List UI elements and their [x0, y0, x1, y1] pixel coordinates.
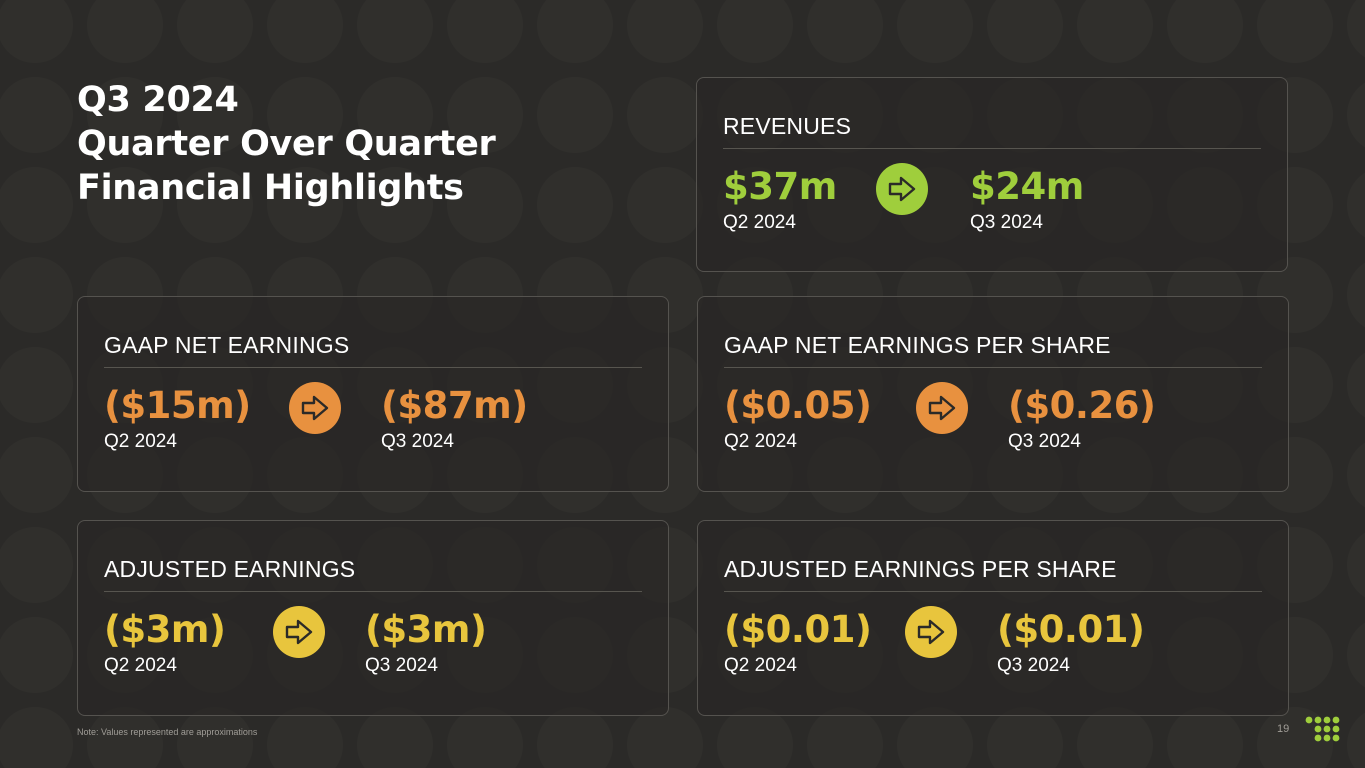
from-period: Q2 2024	[724, 655, 797, 676]
arrow-right-icon	[273, 606, 325, 658]
to-value: $24m	[970, 165, 1084, 208]
from-period: Q2 2024	[104, 655, 177, 676]
from-value: ($3m)	[104, 608, 226, 651]
title-line-1: Q3 2024	[77, 80, 239, 120]
from-period: Q2 2024	[724, 431, 797, 452]
card-label: GAAP NET EARNINGS PER SHARE	[724, 332, 1111, 358]
card-label: GAAP NET EARNINGS	[104, 332, 350, 358]
from-value: ($15m)	[104, 384, 251, 427]
to-value: ($87m)	[381, 384, 528, 427]
to-period: Q3 2024	[381, 431, 454, 452]
title-line-2: Quarter Over Quarter	[77, 124, 496, 164]
card-label: ADJUSTED EARNINGS	[104, 556, 356, 582]
to-period: Q3 2024	[1008, 431, 1081, 452]
adjusted-eps-card: ADJUSTED EARNINGS PER SHARE ($0.01) Q2 2…	[697, 520, 1289, 716]
divider	[724, 367, 1262, 368]
arrow-right-icon	[289, 382, 341, 434]
from-value: $37m	[723, 165, 837, 208]
from-value: ($0.05)	[724, 384, 872, 427]
adjusted-earnings-card: ADJUSTED EARNINGS ($3m) Q2 2024 ($3m) Q3…	[77, 520, 669, 716]
page-number: 19	[1277, 723, 1290, 735]
arrow-right-icon	[905, 606, 957, 658]
to-period: Q3 2024	[365, 655, 438, 676]
card-label: ADJUSTED EARNINGS PER SHARE	[724, 556, 1117, 582]
to-period: Q3 2024	[970, 212, 1043, 233]
divider	[724, 591, 1262, 592]
title-line-3: Financial Highlights	[77, 168, 464, 208]
card-label: REVENUES	[723, 113, 852, 139]
gaap-net-earnings-card: GAAP NET EARNINGS ($15m) Q2 2024 ($87m) …	[77, 296, 669, 492]
to-value: ($0.01)	[997, 608, 1145, 651]
from-period: Q2 2024	[723, 212, 796, 233]
footnote: Note: Values represented are approximati…	[77, 727, 258, 737]
page-title: Q3 2024 Quarter Over Quarter Financial H…	[77, 78, 496, 210]
from-period: Q2 2024	[104, 431, 177, 452]
arrow-right-icon	[916, 382, 968, 434]
to-value: ($0.26)	[1008, 384, 1156, 427]
to-period: Q3 2024	[997, 655, 1070, 676]
from-value: ($0.01)	[724, 608, 872, 651]
revenues-card: REVENUES $37m Q2 2024 $24m Q3 2024	[696, 77, 1288, 272]
company-logo-icon	[1305, 716, 1340, 742]
gaap-eps-card: GAAP NET EARNINGS PER SHARE ($0.05) Q2 2…	[697, 296, 1289, 492]
divider	[104, 591, 642, 592]
arrow-right-icon	[876, 163, 928, 215]
divider	[723, 148, 1261, 149]
to-value: ($3m)	[365, 608, 487, 651]
divider	[104, 367, 642, 368]
